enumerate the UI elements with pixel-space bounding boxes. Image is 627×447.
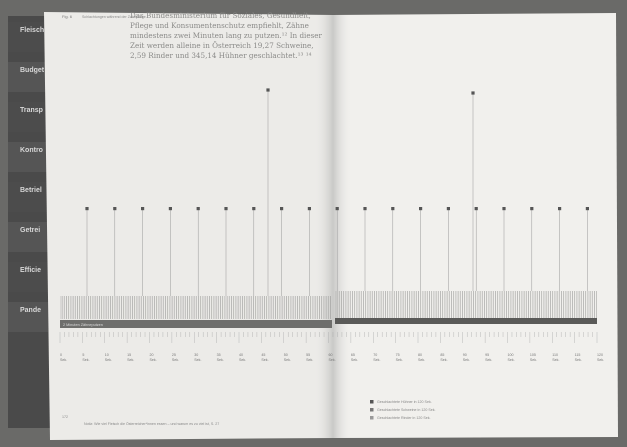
tick-unit: Sek. — [508, 358, 515, 362]
tick-label: 110 — [552, 353, 558, 357]
tick-label: 40 — [239, 353, 243, 357]
tick-unit: Sek. — [172, 358, 179, 362]
tab-label: Budget — [20, 67, 45, 74]
tick-label: 20 — [150, 353, 154, 357]
tick-unit: Sek. — [530, 358, 537, 362]
tick-label: 55 — [306, 353, 310, 357]
hatch-right — [335, 291, 597, 318]
tab-label: Transp — [20, 107, 43, 114]
tick-unit: Sek. — [463, 358, 470, 362]
tick-label: 5 — [82, 353, 84, 357]
tick-unit: Sek. — [82, 358, 89, 362]
tick-label: 30 — [194, 353, 198, 357]
hatch-left — [60, 296, 332, 319]
dot — [502, 207, 505, 210]
tick-label: 0 — [60, 353, 62, 357]
dot — [336, 207, 339, 210]
dot — [391, 207, 394, 210]
tick-label: 120 — [597, 353, 603, 357]
dot — [252, 207, 255, 210]
page: Fleisch Budget Transp Kontro Betriel Getrei Ef… — [0, 0, 627, 447]
legend-swatch — [370, 416, 374, 420]
tick-unit: Sek. — [284, 358, 291, 362]
tick-label: 90 — [463, 353, 467, 357]
tick-label: 95 — [485, 353, 489, 357]
right-page — [333, 13, 618, 438]
tick-unit: Sek. — [194, 358, 201, 362]
tall-dot — [266, 88, 269, 91]
dot — [169, 207, 172, 210]
dot — [224, 207, 227, 210]
dot — [280, 207, 283, 210]
tick-label: 60 — [329, 353, 333, 357]
tall-dot — [471, 91, 474, 94]
tick-label: 85 — [440, 353, 444, 357]
tick-unit: Sek. — [239, 358, 246, 362]
tick-unit: Sek. — [396, 358, 403, 362]
tick-label: 75 — [396, 353, 400, 357]
tick-unit: Sek. — [440, 358, 447, 362]
figure-label: Fig. 6 — [62, 14, 73, 19]
dot — [475, 207, 478, 210]
tick-unit: Sek. — [261, 358, 268, 362]
photo: Fleisch Budget Transp Kontro Betriel Getrei Ef… — [0, 0, 627, 447]
dot — [85, 207, 88, 210]
tick-label: 35 — [217, 353, 221, 357]
tick-label: 45 — [261, 353, 265, 357]
tick-label: 100 — [508, 353, 514, 357]
tick-label: 50 — [284, 353, 288, 357]
tick-label: 70 — [373, 353, 377, 357]
tick-unit: Sek. — [60, 358, 67, 362]
headline-box: Das Bundesministerium für Soziales, Gesu… — [130, 11, 330, 81]
dot — [530, 207, 533, 210]
tick-unit: Sek. — [306, 358, 313, 362]
tick-unit: Sek. — [105, 358, 112, 362]
dot — [447, 207, 450, 210]
legend-label: Geschlachtete Schweine in 120 Sek. — [377, 408, 436, 412]
tick-label: 15 — [127, 353, 131, 357]
time-bar-right — [335, 318, 597, 324]
tab-label: Fleisch — [20, 27, 44, 34]
tick-unit: Sek. — [485, 358, 492, 362]
tick-unit: Sek. — [150, 358, 157, 362]
tab-label: Pande — [20, 307, 41, 314]
tick-label: 105 — [530, 353, 536, 357]
tick-unit: Sek. — [597, 358, 604, 362]
bar-label: 2 Minuten Zähneputzen — [63, 323, 103, 327]
tick-unit: Sek. — [217, 358, 224, 362]
tick-label: 25 — [172, 353, 176, 357]
tick-unit: Sek. — [329, 358, 336, 362]
tick-unit: Sek. — [575, 358, 582, 362]
headline: Das Bundesministerium für Soziales, Gesu… — [130, 11, 330, 61]
tick-unit: Sek. — [351, 358, 358, 362]
tab-label: Getrei — [20, 227, 40, 234]
tick-label: 10 — [105, 353, 109, 357]
tick-unit: Sek. — [418, 358, 425, 362]
page-number: 172 — [62, 415, 68, 419]
dot — [586, 207, 589, 210]
tab-label: Betriel — [20, 187, 42, 194]
dot — [363, 207, 366, 210]
tick-unit: Sek. — [127, 358, 134, 362]
tick-label: 115 — [575, 353, 581, 357]
dot — [308, 207, 311, 210]
tick-unit: Sek. — [552, 358, 559, 362]
dot — [197, 207, 200, 210]
tab-label: Kontro — [20, 147, 43, 154]
dot — [113, 207, 116, 210]
legend-swatch — [370, 400, 374, 404]
dot — [141, 207, 144, 210]
legend: Geschlachtete Hühner in 120 Sek. Geschlac… — [370, 400, 436, 420]
footnote: Notiz: Wie viel Fleisch die Österreicher… — [84, 422, 219, 426]
legend-label: Geschlachtete Rinder in 120 Sek. — [377, 416, 431, 420]
legend-swatch — [370, 408, 374, 412]
tab-label: Efficie — [20, 267, 41, 274]
tick-unit: Sek. — [373, 358, 380, 362]
dot — [558, 207, 561, 210]
tick-label: 65 — [351, 353, 355, 357]
legend-label: Geschlachtete Hühner in 120 Sek. — [377, 400, 432, 404]
dot — [419, 207, 422, 210]
tick-label: 80 — [418, 353, 422, 357]
